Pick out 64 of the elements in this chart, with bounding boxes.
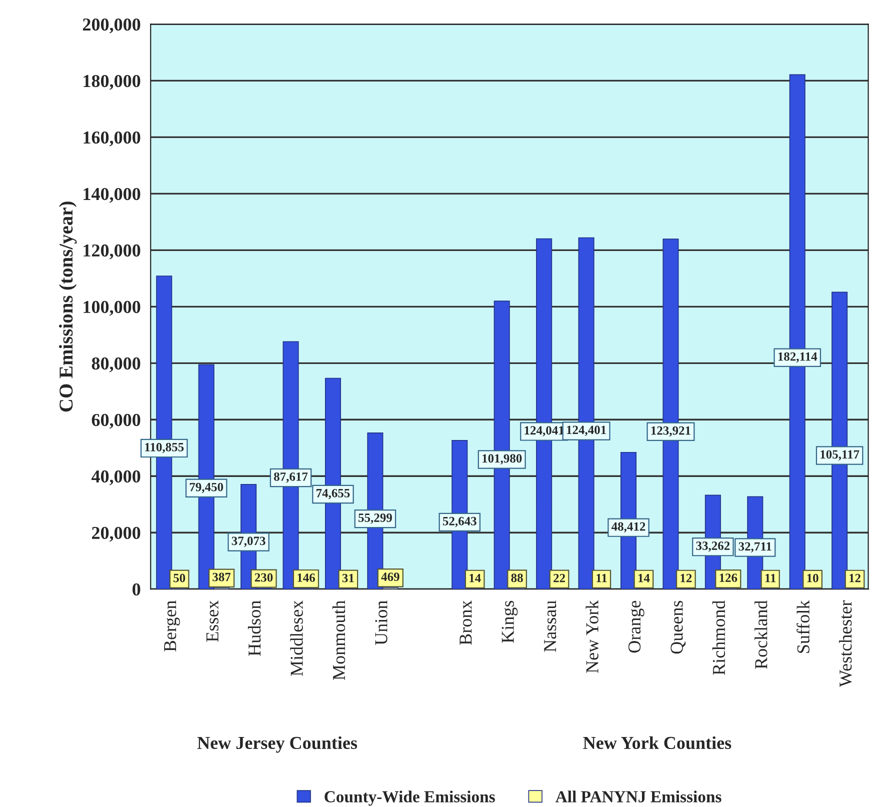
data-label: 146 <box>298 574 315 582</box>
data-label: 33,262 <box>696 542 730 552</box>
y-tick-label: 60,000 <box>92 414 140 429</box>
data-label: 74,655 <box>316 488 350 500</box>
y-tick-label: 160,000 <box>84 131 140 146</box>
x-tick-label: Westchester <box>838 600 852 687</box>
x-tick-label: Queens <box>670 600 686 654</box>
y-tick-label: 140,000 <box>84 188 140 203</box>
data-label: 11 <box>596 574 607 582</box>
data-label: 469 <box>381 572 400 582</box>
legend-label: All PANYNJ Emissions <box>556 790 722 802</box>
x-tick-label: Nassau <box>544 600 556 652</box>
legend-label: County-Wide Emissions <box>324 790 495 806</box>
y-tick-label: 100,000 <box>84 300 140 316</box>
y-tick-label: 40,000 <box>91 470 140 486</box>
data-label: 55,299 <box>358 514 392 524</box>
data-label: 10 <box>807 574 818 582</box>
x-tick-label: Hudson <box>248 600 261 656</box>
data-label: 126 <box>720 574 738 582</box>
x-tick-label: Essex <box>206 600 218 642</box>
data-label: 37,073 <box>232 536 266 547</box>
data-label: 11 <box>765 574 776 582</box>
data-label: 48,412 <box>611 522 646 533</box>
data-label: 88 <box>511 574 523 582</box>
data-label: 101,980 <box>482 454 522 464</box>
data-label: 14 <box>638 574 650 582</box>
data-label: 79,450 <box>190 482 224 494</box>
data-label: 14 <box>470 574 481 582</box>
data-label: 50 <box>174 574 186 582</box>
x-tick-label: Bronx <box>460 600 472 645</box>
text: New Jersey Counties <box>197 736 358 753</box>
x-tick-label: New York <box>586 600 598 673</box>
x-tick-label: Orange <box>628 600 644 653</box>
x-tick-label: Union <box>375 600 388 645</box>
data-label: 182,114 <box>778 352 818 363</box>
data-label: 230 <box>254 573 273 582</box>
data-label: 123,921 <box>651 426 690 437</box>
x-tick-label: Bergen <box>164 600 180 652</box>
y-tick-label: 20,000 <box>92 526 140 542</box>
x-tick-label: Monmouth <box>332 600 346 680</box>
x-tick-label: Richmond <box>712 600 726 675</box>
data-label: 32,711 <box>738 542 772 552</box>
data-label: 52,643 <box>442 516 476 528</box>
text: New York Counties <box>583 736 732 750</box>
data-label: 12 <box>850 574 860 582</box>
y-tick-label: 120,000 <box>84 244 140 260</box>
x-tick-label: Rockland <box>754 600 768 669</box>
data-label: 387 <box>212 572 231 582</box>
x-tick-label: Middlesex <box>290 600 303 676</box>
x-tick-label: Suffolk <box>796 600 810 653</box>
data-label: 124,041 <box>524 426 564 436</box>
x-tick-label: Kings <box>502 600 518 643</box>
y-tick-label: 0 <box>132 583 140 596</box>
data-label: 22 <box>554 574 565 582</box>
data-label: 31 <box>342 574 354 582</box>
data-label: 105,117 <box>820 450 860 460</box>
y-axis-title: CO Emissions (tons/year) <box>58 202 77 412</box>
data-label: 124,401 <box>566 426 606 436</box>
data-label: 110,855 <box>145 442 184 454</box>
data-label: 12 <box>680 574 692 582</box>
y-tick-label: 180,000 <box>84 74 140 90</box>
y-tick-label: 200,000 <box>82 18 140 34</box>
data-label: 87,617 <box>274 472 308 483</box>
y-tick-label: 80,000 <box>92 357 140 372</box>
